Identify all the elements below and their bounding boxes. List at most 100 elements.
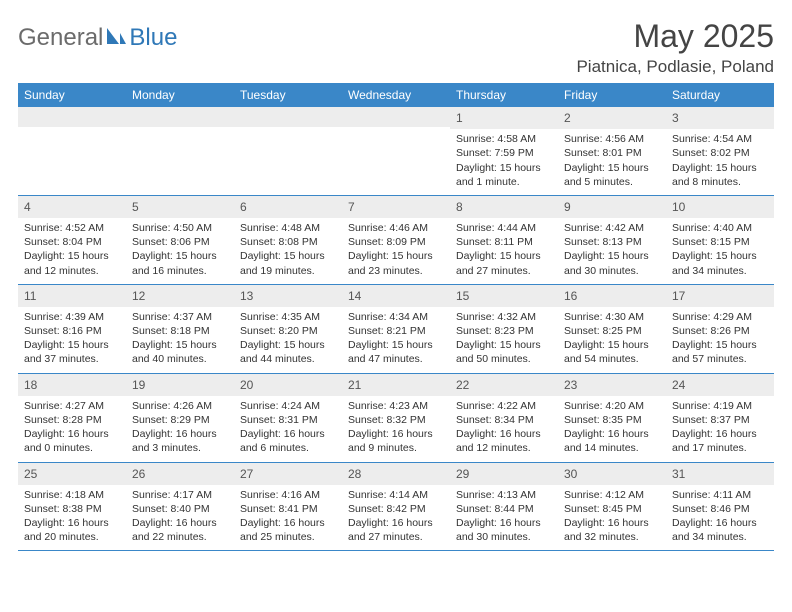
daylight-text: Daylight: 16 hours and 22 minutes. (132, 516, 228, 544)
sunrise-text: Sunrise: 4:24 AM (240, 399, 336, 413)
day-number: 23 (558, 374, 666, 396)
day-body: Sunrise: 4:54 AMSunset: 8:02 PMDaylight:… (666, 129, 774, 195)
day-number: 2 (558, 107, 666, 129)
sunrise-text: Sunrise: 4:46 AM (348, 221, 444, 235)
daylight-text: Daylight: 16 hours and 6 minutes. (240, 427, 336, 455)
daylight-text: Daylight: 16 hours and 0 minutes. (24, 427, 120, 455)
day-cell: 8Sunrise: 4:44 AMSunset: 8:11 PMDaylight… (450, 196, 558, 284)
daylight-text: Daylight: 16 hours and 20 minutes. (24, 516, 120, 544)
sunrise-text: Sunrise: 4:34 AM (348, 310, 444, 324)
day-number: 13 (234, 285, 342, 307)
daylight-text: Daylight: 16 hours and 14 minutes. (564, 427, 660, 455)
day-number: 30 (558, 463, 666, 485)
day-number (234, 107, 342, 127)
day-cell: 9Sunrise: 4:42 AMSunset: 8:13 PMDaylight… (558, 196, 666, 284)
day-number: 19 (126, 374, 234, 396)
sunset-text: Sunset: 8:01 PM (564, 146, 660, 160)
day-cell: 25Sunrise: 4:18 AMSunset: 8:38 PMDayligh… (18, 463, 126, 551)
sunrise-text: Sunrise: 4:20 AM (564, 399, 660, 413)
day-cell: 14Sunrise: 4:34 AMSunset: 8:21 PMDayligh… (342, 285, 450, 373)
daylight-text: Daylight: 15 hours and 54 minutes. (564, 338, 660, 366)
daylight-text: Daylight: 15 hours and 5 minutes. (564, 161, 660, 189)
sunrise-text: Sunrise: 4:39 AM (24, 310, 120, 324)
day-cell: 5 Sunrise: 4:50 AMSunset: 8:06 PMDaylight… (126, 196, 234, 284)
sunrise-text: Sunrise: 4:11 AM (672, 488, 768, 502)
sunset-text: Sunset: 8:11 PM (456, 235, 552, 249)
dow-cell: Tuesday (234, 83, 342, 107)
day-body: Sunrise: 4:13 AMSunset: 8:44 PMDaylight:… (450, 485, 558, 551)
sunrise-text: Sunrise: 4:30 AM (564, 310, 660, 324)
month-title: May 2025 (576, 18, 774, 55)
sunset-text: Sunset: 8:13 PM (564, 235, 660, 249)
daylight-text: Daylight: 16 hours and 3 minutes. (132, 427, 228, 455)
day-number: 3 (666, 107, 774, 129)
day-cell: 21Sunrise: 4:23 AMSunset: 8:32 PMDayligh… (342, 374, 450, 462)
day-number: 5 (126, 196, 234, 218)
sunrise-text: Sunrise: 4:14 AM (348, 488, 444, 502)
day-number: 25 (18, 463, 126, 485)
sunset-text: Sunset: 8:29 PM (132, 413, 228, 427)
day-cell: 2Sunrise: 4:56 AMSunset: 8:01 PMDaylight… (558, 107, 666, 195)
day-number: 20 (234, 374, 342, 396)
sunset-text: Sunset: 8:26 PM (672, 324, 768, 338)
day-body (18, 127, 126, 189)
day-body: Sunrise: 4:18 AMSunset: 8:38 PMDaylight:… (18, 485, 126, 551)
day-number (342, 107, 450, 127)
location-text: Piatnica, Podlasie, Poland (576, 57, 774, 77)
sunset-text: Sunset: 8:37 PM (672, 413, 768, 427)
sunset-text: Sunset: 8:16 PM (24, 324, 120, 338)
week-row: 25Sunrise: 4:18 AMSunset: 8:38 PMDayligh… (18, 463, 774, 552)
sunrise-text: Sunrise: 4:54 AM (672, 132, 768, 146)
daylight-text: Daylight: 16 hours and 30 minutes. (456, 516, 552, 544)
week-row: 18Sunrise: 4:27 AMSunset: 8:28 PMDayligh… (18, 374, 774, 463)
day-body (342, 127, 450, 189)
sunset-text: Sunset: 8:32 PM (348, 413, 444, 427)
day-body: Sunrise: 4:34 AMSunset: 8:21 PMDaylight:… (342, 307, 450, 373)
day-cell (18, 107, 126, 195)
day-body: Sunrise: 4:30 AMSunset: 8:25 PMDaylight:… (558, 307, 666, 373)
day-number: 12 (126, 285, 234, 307)
day-cell: 1Sunrise: 4:58 AMSunset: 7:59 PMDaylight… (450, 107, 558, 195)
day-body: Sunrise: 4:48 AMSunset: 8:08 PMDaylight:… (234, 218, 342, 284)
sunrise-text: Sunrise: 4:48 AM (240, 221, 336, 235)
day-number: 15 (450, 285, 558, 307)
sunset-text: Sunset: 8:40 PM (132, 502, 228, 516)
sunrise-text: Sunrise: 4:35 AM (240, 310, 336, 324)
day-body: Sunrise: 4:56 AMSunset: 8:01 PMDaylight:… (558, 129, 666, 195)
sunset-text: Sunset: 8:08 PM (240, 235, 336, 249)
sunrise-text: Sunrise: 4:12 AM (564, 488, 660, 502)
day-cell: 12Sunrise: 4:37 AMSunset: 8:18 PMDayligh… (126, 285, 234, 373)
sunset-text: Sunset: 8:06 PM (132, 235, 228, 249)
day-number: 26 (126, 463, 234, 485)
day-body: Sunrise: 4:12 AMSunset: 8:45 PMDaylight:… (558, 485, 666, 551)
daylight-text: Daylight: 15 hours and 16 minutes. (132, 249, 228, 277)
sunrise-text: Sunrise: 4:26 AM (132, 399, 228, 413)
sunrise-text: Sunrise: 4:18 AM (24, 488, 120, 502)
day-cell: 13Sunrise: 4:35 AMSunset: 8:20 PMDayligh… (234, 285, 342, 373)
daylight-text: Daylight: 15 hours and 44 minutes. (240, 338, 336, 366)
day-number: 11 (18, 285, 126, 307)
day-number: 7 (342, 196, 450, 218)
day-body: Sunrise: 4:29 AMSunset: 8:26 PMDaylight:… (666, 307, 774, 373)
sunset-text: Sunset: 8:25 PM (564, 324, 660, 338)
day-body (234, 127, 342, 189)
day-body: Sunrise: 4:37 AMSunset: 8:18 PMDaylight:… (126, 307, 234, 373)
daylight-text: Daylight: 15 hours and 23 minutes. (348, 249, 444, 277)
dow-cell: Sunday (18, 83, 126, 107)
dow-cell: Thursday (450, 83, 558, 107)
calendar-grid: SundayMondayTuesdayWednesdayThursdayFrid… (18, 83, 774, 551)
day-of-week-header: SundayMondayTuesdayWednesdayThursdayFrid… (18, 83, 774, 107)
daylight-text: Daylight: 16 hours and 17 minutes. (672, 427, 768, 455)
day-number: 14 (342, 285, 450, 307)
sunset-text: Sunset: 8:41 PM (240, 502, 336, 516)
day-body: Sunrise: 4:24 AMSunset: 8:31 PMDaylight:… (234, 396, 342, 462)
day-body: Sunrise: 4:17 AMSunset: 8:40 PMDaylight:… (126, 485, 234, 551)
day-body: Sunrise: 4:46 AMSunset: 8:09 PMDaylight:… (342, 218, 450, 284)
sunrise-text: Sunrise: 4:42 AM (564, 221, 660, 235)
day-cell: 29Sunrise: 4:13 AMSunset: 8:44 PMDayligh… (450, 463, 558, 551)
day-cell: 15Sunrise: 4:32 AMSunset: 8:23 PMDayligh… (450, 285, 558, 373)
day-body: Sunrise: 4:16 AMSunset: 8:41 PMDaylight:… (234, 485, 342, 551)
sunset-text: Sunset: 8:15 PM (672, 235, 768, 249)
sunrise-text: Sunrise: 4:50 AM (132, 221, 228, 235)
day-body: Sunrise: 4:20 AMSunset: 8:35 PMDaylight:… (558, 396, 666, 462)
